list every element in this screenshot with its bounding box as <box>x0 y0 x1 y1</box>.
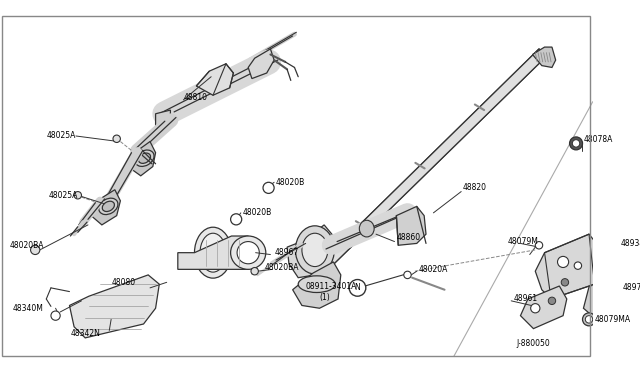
Ellipse shape <box>302 233 328 267</box>
Text: 48020A: 48020A <box>419 265 448 274</box>
Text: 48020BA: 48020BA <box>9 241 44 250</box>
Text: 48025A: 48025A <box>46 131 76 141</box>
Text: 48967: 48967 <box>274 248 298 257</box>
Text: 48961: 48961 <box>514 295 538 304</box>
Text: 48020B: 48020B <box>276 178 305 187</box>
Polygon shape <box>535 234 602 299</box>
Text: 48025A: 48025A <box>48 191 77 200</box>
Circle shape <box>557 256 568 267</box>
Ellipse shape <box>230 236 266 269</box>
Ellipse shape <box>298 276 335 292</box>
Text: 48340M: 48340M <box>13 304 44 313</box>
Text: 48078A: 48078A <box>584 135 613 144</box>
Circle shape <box>113 135 120 142</box>
Ellipse shape <box>195 227 232 278</box>
Circle shape <box>582 313 595 326</box>
Ellipse shape <box>200 233 226 272</box>
Ellipse shape <box>359 220 374 237</box>
Text: 48020BA: 48020BA <box>265 263 300 272</box>
Circle shape <box>349 279 366 296</box>
Polygon shape <box>396 206 426 245</box>
Polygon shape <box>248 49 274 78</box>
Ellipse shape <box>138 153 150 163</box>
Text: N: N <box>355 283 360 292</box>
Circle shape <box>595 297 605 308</box>
Polygon shape <box>156 110 170 129</box>
Ellipse shape <box>296 226 334 274</box>
Polygon shape <box>178 236 248 269</box>
Polygon shape <box>89 190 120 225</box>
Polygon shape <box>70 275 159 338</box>
Text: J-880050: J-880050 <box>516 339 550 348</box>
Text: (1): (1) <box>319 293 330 302</box>
Circle shape <box>404 271 411 279</box>
Polygon shape <box>532 47 556 67</box>
Circle shape <box>586 316 593 323</box>
Polygon shape <box>292 262 341 308</box>
Text: 48080: 48080 <box>111 278 135 287</box>
Circle shape <box>31 245 40 254</box>
Circle shape <box>572 140 580 147</box>
Polygon shape <box>196 64 234 95</box>
Circle shape <box>570 137 582 150</box>
Circle shape <box>263 182 274 193</box>
Circle shape <box>251 267 259 275</box>
Ellipse shape <box>135 150 154 166</box>
Ellipse shape <box>102 201 115 212</box>
Text: 08911-3401A: 08911-3401A <box>306 282 357 291</box>
Circle shape <box>535 241 543 249</box>
Text: 48970: 48970 <box>622 283 640 292</box>
Circle shape <box>74 192 81 199</box>
Text: 48860: 48860 <box>396 233 420 243</box>
Ellipse shape <box>99 198 118 215</box>
Text: 48079M: 48079M <box>508 237 538 246</box>
Text: 48342N: 48342N <box>70 329 100 338</box>
Circle shape <box>230 214 242 225</box>
Ellipse shape <box>237 241 259 264</box>
Text: 48079MA: 48079MA <box>595 315 630 324</box>
Circle shape <box>51 311 60 320</box>
Polygon shape <box>520 286 567 328</box>
Circle shape <box>548 297 556 305</box>
Circle shape <box>574 262 582 269</box>
Text: 48820: 48820 <box>463 183 487 192</box>
Text: 48810: 48810 <box>184 93 207 102</box>
Circle shape <box>632 285 640 294</box>
Circle shape <box>531 304 540 313</box>
Polygon shape <box>584 273 622 319</box>
Text: 48934: 48934 <box>621 239 640 248</box>
Polygon shape <box>128 142 156 176</box>
Polygon shape <box>287 225 333 278</box>
Text: 48020B: 48020B <box>243 208 272 217</box>
Circle shape <box>561 279 568 286</box>
Polygon shape <box>301 49 548 287</box>
